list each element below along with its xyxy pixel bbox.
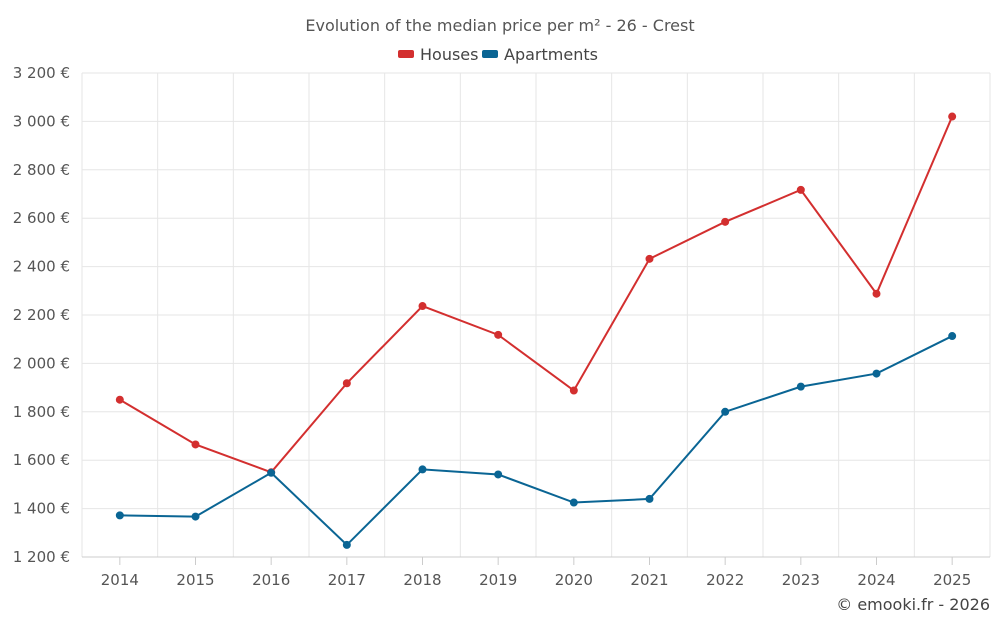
series-line-apartments xyxy=(119,335,953,547)
legend: Houses Apartments xyxy=(398,45,598,64)
legend-label: Apartments xyxy=(504,45,598,64)
x-tick-label: 2023 xyxy=(782,571,820,589)
legend-swatch xyxy=(482,50,498,58)
x-tick-label: 2022 xyxy=(706,571,744,589)
data-point-apartments[interactable] xyxy=(342,540,351,549)
legend-item-apartments[interactable]: Apartments xyxy=(482,45,598,64)
data-point-apartments[interactable] xyxy=(115,511,124,520)
series-layer xyxy=(115,112,957,549)
legend-item-houses[interactable]: Houses xyxy=(398,45,478,64)
data-point-houses[interactable] xyxy=(191,440,200,449)
data-point-houses[interactable] xyxy=(115,395,124,404)
data-point-apartments[interactable] xyxy=(721,407,730,416)
y-tick-label: 2 000 € xyxy=(13,354,70,372)
y-tick-label: 1 600 € xyxy=(13,451,70,469)
x-tick-label: 2021 xyxy=(630,571,668,589)
y-tick-label: 1 200 € xyxy=(13,548,70,566)
x-tick-label: 2020 xyxy=(555,571,593,589)
data-point-houses[interactable] xyxy=(948,112,957,121)
data-point-houses[interactable] xyxy=(569,386,578,395)
y-tick-label: 3 200 € xyxy=(13,64,70,82)
legend-label: Houses xyxy=(420,45,478,64)
data-point-apartments[interactable] xyxy=(191,512,200,521)
x-tick-label: 2025 xyxy=(933,571,971,589)
x-tick-label: 2024 xyxy=(857,571,895,589)
x-tick-label: 2016 xyxy=(252,571,290,589)
data-point-houses[interactable] xyxy=(872,289,881,298)
data-point-apartments[interactable] xyxy=(418,465,427,474)
data-point-houses[interactable] xyxy=(721,217,730,226)
y-tick-label: 2 200 € xyxy=(13,306,70,324)
y-tick-label: 2 800 € xyxy=(13,161,70,179)
data-point-apartments[interactable] xyxy=(645,494,654,503)
credit-text: © emooki.fr - 2026 xyxy=(836,595,990,614)
data-point-apartments[interactable] xyxy=(796,382,805,391)
y-tick-label: 1 400 € xyxy=(13,500,70,518)
data-point-apartments[interactable] xyxy=(494,470,503,479)
chart-title: Evolution of the median price per m² - 2… xyxy=(305,16,694,35)
x-tick-label: 2019 xyxy=(479,571,517,589)
x-tick-label: 2014 xyxy=(101,571,139,589)
y-tick-label: 2 400 € xyxy=(13,258,70,276)
data-point-apartments[interactable] xyxy=(569,498,578,507)
x-tick-label: 2017 xyxy=(328,571,366,589)
y-tick-label: 3 000 € xyxy=(13,112,70,130)
y-axis-ticks: 1 200 € 1 400 € 1 600 € 1 800 € 2 000 € 2 200… xyxy=(13,64,70,566)
data-point-apartments[interactable] xyxy=(267,468,276,477)
series-apartments xyxy=(115,332,957,549)
data-point-houses[interactable] xyxy=(645,254,654,263)
data-point-houses[interactable] xyxy=(494,330,503,339)
data-point-apartments[interactable] xyxy=(948,332,957,341)
y-tick-label: 1 800 € xyxy=(13,403,70,421)
series-line-houses xyxy=(119,116,954,474)
legend-swatch xyxy=(398,50,414,58)
x-gridlines xyxy=(81,73,991,557)
data-point-houses[interactable] xyxy=(342,379,351,388)
data-point-houses[interactable] xyxy=(796,185,805,194)
x-tick-label: 2015 xyxy=(176,571,214,589)
data-point-apartments[interactable] xyxy=(872,369,881,378)
y-tick-label: 2 600 € xyxy=(13,209,70,227)
x-axis-ticks: 2014 2015 2016 2017 2018 2019 2020 2021 2022 2023… xyxy=(101,557,971,589)
data-point-houses[interactable] xyxy=(418,302,427,311)
x-tick-label: 2018 xyxy=(403,571,441,589)
